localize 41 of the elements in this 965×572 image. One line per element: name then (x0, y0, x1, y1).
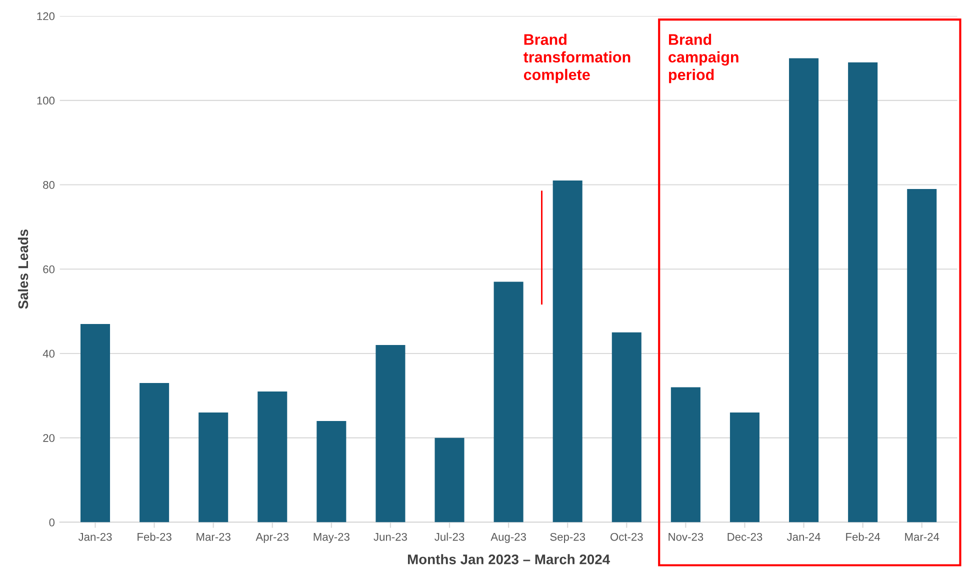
y-axis-title: Sales Leads (18, 230, 28, 309)
x-tick-label: Jan-23 (78, 532, 112, 541)
x-axis-title: Months Jan 2023 – March 2024 (408, 554, 610, 564)
x-tick-label: Nov-23 (668, 532, 704, 541)
x-tick-label: Apr-23 (256, 532, 289, 544)
bar (730, 412, 760, 522)
bar (80, 324, 110, 522)
bar (670, 387, 700, 522)
bar (198, 412, 228, 522)
y-tick-label: 0 (49, 518, 55, 526)
y-tick-label: 100 (37, 96, 55, 105)
x-tick-label: Aug-23 (490, 532, 526, 544)
bar (316, 420, 346, 522)
annotation: Brand transformation complete (524, 34, 630, 84)
bar (140, 383, 170, 522)
x-tick-label: Jul-23 (434, 532, 464, 541)
x-tick-label: May-23 (314, 532, 350, 544)
x-tick-label: Feb-23 (138, 532, 172, 541)
y-tick-label: 60 (43, 265, 55, 274)
bar (494, 282, 524, 522)
bar (907, 188, 937, 522)
x-tick-label: Oct-23 (610, 532, 643, 541)
y-tick-label: 120 (37, 12, 55, 20)
x-tick-label: Dec-23 (728, 532, 762, 541)
x-tick-label: Jun-23 (374, 532, 407, 541)
bar (552, 180, 582, 522)
bar (376, 345, 406, 522)
bar (848, 62, 878, 522)
x-tick-label: Feb-24 (846, 532, 880, 541)
x-tick-label: Mar-24 (905, 532, 940, 541)
bar (789, 58, 819, 522)
bar (258, 391, 288, 522)
annotation: Brand campaign period (668, 34, 738, 84)
y-tick-label: 20 (43, 434, 55, 442)
y-tick-label: 40 (42, 350, 55, 358)
bar (434, 438, 464, 522)
x-tick-label: Jan-24 (786, 532, 820, 541)
bar (612, 332, 642, 522)
x-tick-label: Sep-23 (550, 532, 586, 544)
x-tick-label: Mar-23 (196, 532, 230, 541)
y-tick-label: 80 (43, 181, 55, 189)
